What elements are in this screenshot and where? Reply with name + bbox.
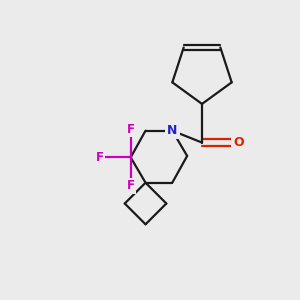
Text: O: O [233, 136, 244, 149]
Text: F: F [127, 179, 135, 192]
Text: F: F [127, 123, 135, 136]
Text: F: F [95, 151, 104, 164]
Text: N: N [167, 124, 178, 137]
